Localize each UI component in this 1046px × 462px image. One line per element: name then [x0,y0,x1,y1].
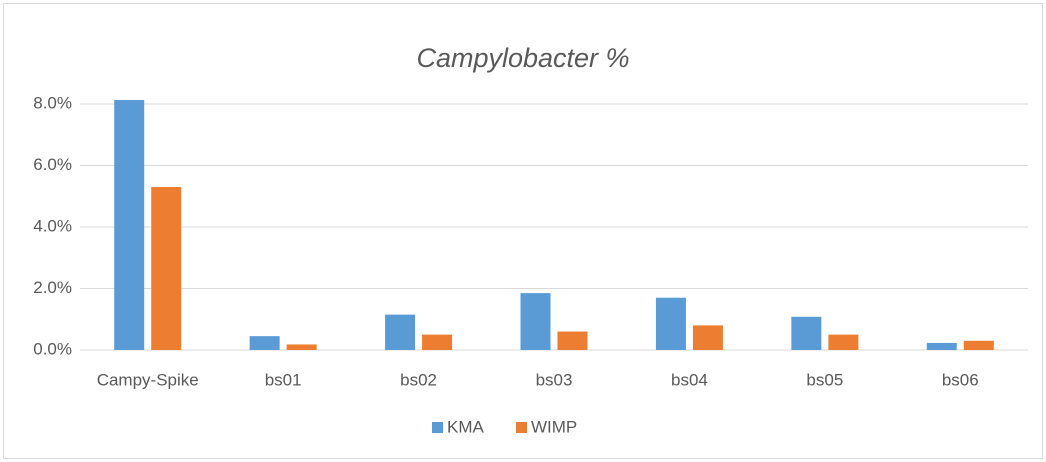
bar [692,325,723,350]
bar [151,187,182,350]
bar [520,293,551,350]
x-tick-label: bs04 [671,370,708,389]
x-tick-label: Campy-Spike [97,370,199,389]
y-tick-label: 2.0% [33,278,72,297]
bar [249,336,280,350]
bar [286,344,317,350]
legend-label: WIMP [531,417,577,436]
x-tick-label: bs06 [942,370,979,389]
x-tick-label: bs05 [806,370,843,389]
bar [655,297,686,350]
bar [114,100,145,350]
x-tick-label: bs01 [265,370,302,389]
legend-swatch [432,422,443,433]
y-tick-label: 6.0% [33,155,72,174]
x-tick-label: bs02 [400,370,437,389]
y-tick-label: 4.0% [33,216,72,235]
bar [791,316,822,350]
bar [963,340,994,350]
y-tick-label: 0.0% [33,339,72,358]
x-tick-label: bs03 [536,370,573,389]
bar [926,342,957,350]
y-tick-label: 8.0% [33,93,72,112]
bar [422,334,453,350]
bar [828,334,859,350]
bar [557,331,588,350]
legend-swatch [516,422,527,433]
legend-label: KMA [447,417,485,436]
chart-title: Campylobacter % [416,43,629,73]
bar [385,314,416,350]
